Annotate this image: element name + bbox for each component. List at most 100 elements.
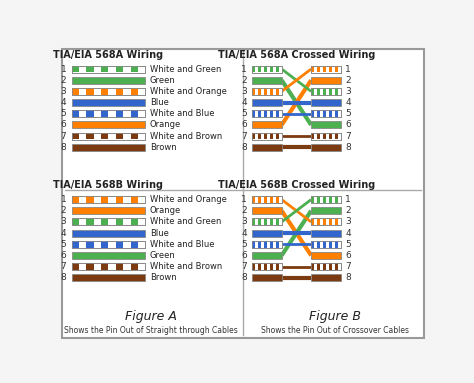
Bar	[72, 196, 79, 203]
Bar	[311, 88, 341, 95]
Bar	[101, 133, 109, 139]
Text: White and Brown: White and Brown	[150, 262, 222, 271]
Bar	[72, 144, 145, 151]
Bar	[72, 241, 145, 248]
Bar	[276, 241, 279, 248]
Bar	[130, 219, 138, 225]
Bar	[276, 65, 279, 72]
Bar	[311, 133, 341, 139]
Bar	[252, 110, 282, 117]
Text: 5: 5	[61, 240, 66, 249]
Bar	[72, 241, 79, 248]
Bar	[329, 110, 332, 117]
Bar	[86, 65, 94, 72]
Text: 3: 3	[345, 218, 351, 226]
Bar	[72, 196, 145, 203]
Bar	[270, 88, 273, 95]
Bar	[317, 241, 320, 248]
Bar	[252, 241, 282, 248]
Bar	[264, 219, 267, 225]
Bar	[72, 110, 145, 117]
Bar	[252, 65, 255, 72]
Bar	[311, 99, 341, 106]
Bar	[72, 241, 145, 248]
Text: 7: 7	[345, 131, 351, 141]
Bar	[252, 88, 255, 95]
Bar	[86, 241, 94, 248]
Bar	[252, 263, 282, 270]
Bar	[311, 65, 341, 72]
Bar	[258, 88, 261, 95]
Bar	[252, 219, 255, 225]
Bar	[130, 241, 138, 248]
Bar	[252, 110, 255, 117]
Bar	[311, 65, 341, 72]
Bar	[72, 207, 145, 214]
Text: Green: Green	[150, 76, 176, 85]
Text: 1: 1	[345, 65, 351, 74]
Bar	[323, 196, 326, 203]
Bar	[317, 65, 320, 72]
Bar	[311, 274, 341, 281]
Text: 2: 2	[241, 206, 247, 215]
Bar	[311, 65, 314, 72]
Text: TIA/EIA 568B Wiring: TIA/EIA 568B Wiring	[54, 180, 164, 190]
Bar	[252, 133, 282, 139]
Bar	[252, 241, 255, 248]
Text: 6: 6	[345, 251, 351, 260]
Bar	[317, 219, 320, 225]
Bar	[311, 207, 341, 214]
Bar	[252, 263, 282, 270]
Bar	[116, 133, 123, 139]
Bar	[72, 218, 145, 225]
Bar	[86, 219, 94, 225]
Bar	[264, 88, 267, 95]
Text: 2: 2	[241, 76, 247, 85]
Bar	[335, 65, 337, 72]
Bar	[101, 65, 109, 72]
Bar	[252, 252, 282, 259]
Bar	[130, 196, 138, 203]
Bar	[72, 65, 79, 72]
Text: White and Green: White and Green	[150, 218, 221, 226]
Bar	[323, 241, 326, 248]
Bar	[335, 196, 337, 203]
Bar	[252, 241, 282, 248]
Text: Green: Green	[150, 251, 176, 260]
Bar	[335, 88, 337, 95]
Bar	[264, 196, 267, 203]
Bar	[86, 88, 94, 95]
Bar	[323, 65, 326, 72]
Text: 3: 3	[345, 87, 351, 96]
Bar	[311, 133, 314, 139]
Bar	[72, 252, 145, 259]
Bar	[86, 263, 94, 270]
Bar	[252, 133, 255, 139]
Bar	[311, 133, 341, 139]
Bar	[329, 65, 332, 72]
Text: Orange: Orange	[150, 206, 181, 215]
Bar	[311, 241, 341, 248]
Bar	[116, 219, 123, 225]
Bar	[264, 241, 267, 248]
Bar	[335, 219, 337, 225]
Text: White and Orange: White and Orange	[150, 195, 227, 204]
Text: 7: 7	[61, 262, 66, 271]
Bar	[116, 241, 123, 248]
Bar	[270, 110, 273, 117]
Text: 6: 6	[61, 120, 66, 129]
Bar	[72, 263, 145, 270]
Bar	[311, 263, 341, 270]
Text: 2: 2	[61, 76, 66, 85]
Bar	[86, 110, 94, 117]
Bar	[72, 196, 145, 203]
Text: 7: 7	[241, 131, 247, 141]
Bar	[101, 241, 109, 248]
Bar	[335, 263, 337, 270]
Text: 3: 3	[61, 87, 66, 96]
Bar	[311, 252, 341, 259]
Text: 4: 4	[345, 229, 351, 237]
Bar	[252, 65, 282, 72]
Text: 7: 7	[61, 131, 66, 141]
Text: 8: 8	[241, 143, 247, 152]
